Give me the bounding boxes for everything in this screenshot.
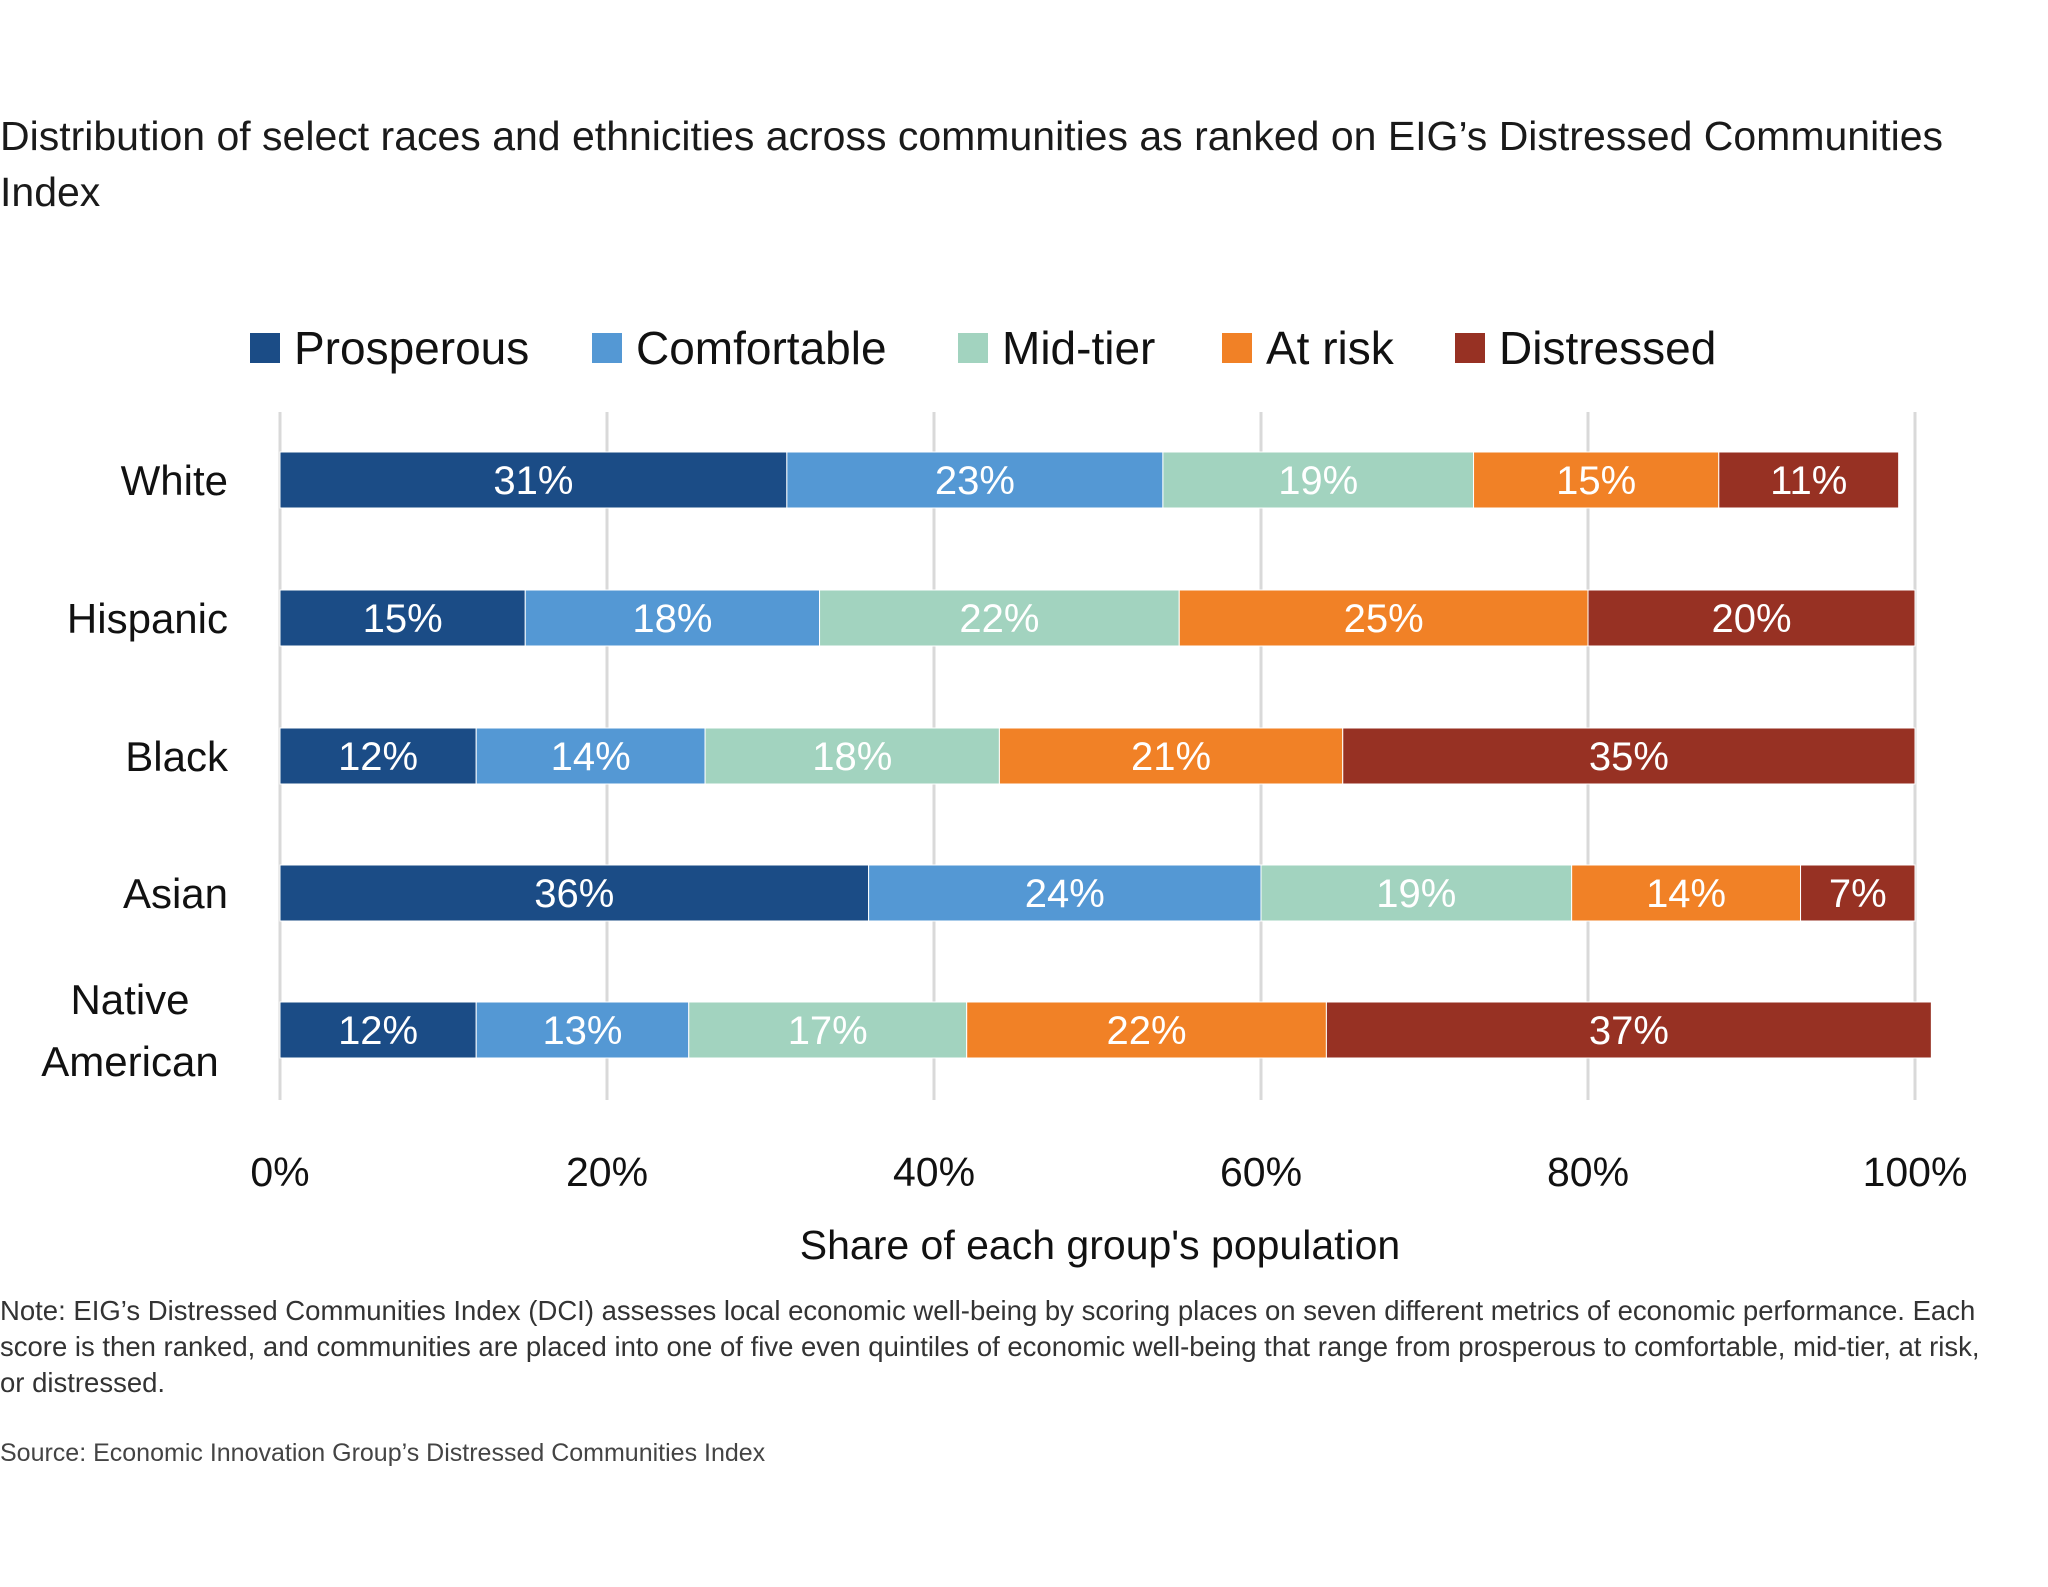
x-tick-label: 100%: [1863, 1149, 1968, 1195]
x-tick-labels: 0% 20% 40% 60% 80% 100%: [250, 1149, 1967, 1195]
bar-mid-tier-white: [1162, 451, 1475, 509]
x-tick-label: 20%: [566, 1149, 648, 1195]
bar-distressed-white: [1718, 451, 1900, 509]
data-label: 11%: [1770, 459, 1847, 503]
bar-at-risk-hispanic: [1178, 589, 1589, 647]
category-label: White: [121, 457, 228, 504]
data-label: 20%: [1711, 597, 1791, 641]
bar-prosperous-black: [279, 727, 477, 785]
data-label: 35%: [1589, 735, 1669, 779]
data-label: 31%: [493, 459, 573, 503]
bar-at-risk-black: [998, 727, 1344, 785]
x-tick-label: 80%: [1547, 1149, 1629, 1195]
data-label: 23%: [935, 459, 1015, 503]
data-labels: 31% 23% 19% 15% 11% 15% 18% 22% 25% 20% 12% 14% 18% 2…: [338, 459, 1887, 1053]
category-label: American: [41, 1038, 218, 1085]
bar-distressed-asian: [1800, 864, 1916, 922]
legend-label: Distressed: [1499, 322, 1716, 374]
data-label: 22%: [959, 597, 1039, 641]
bar-prosperous-hispanic: [279, 589, 526, 647]
chart-note: Note: EIG’s Distressed Communities Index…: [0, 1295, 1980, 1398]
chart-title: Distribution of select races and ethnici…: [0, 113, 1943, 215]
bar-distressed-native-american: [1325, 1001, 1932, 1059]
data-label: 37%: [1589, 1009, 1669, 1053]
legend-label: Mid-tier: [1002, 322, 1155, 374]
legend: Prosperous Comfortable Mid-tier At risk Dist…: [250, 322, 1716, 374]
x-tick-label: 0%: [250, 1149, 309, 1195]
data-label: 7%: [1829, 872, 1887, 916]
data-label: 24%: [1025, 872, 1105, 916]
bar-distressed-black: [1342, 727, 1916, 785]
legend-swatch-at-risk: [1222, 333, 1252, 363]
data-label: 12%: [338, 1009, 418, 1053]
x-tick-label: 40%: [893, 1149, 975, 1195]
data-label: 18%: [812, 735, 892, 779]
data-label: 12%: [338, 735, 418, 779]
bar-at-risk-asian: [1571, 864, 1802, 922]
bar-mid-tier-native-american: [688, 1001, 968, 1059]
data-label: 36%: [534, 872, 614, 916]
data-label: 17%: [788, 1009, 868, 1053]
stacked-bar-chart: 31% 23% 19% 15% 11% 15% 18% 22% 25% 20% 12% 14% 18% 2…: [41, 322, 1967, 1268]
legend-label: Comfortable: [636, 322, 887, 374]
category-labels: White Hispanic Black Asian Native American: [41, 457, 229, 1085]
legend-swatch-mid-tier: [958, 333, 988, 363]
bar-at-risk-native-american: [966, 1001, 1327, 1059]
category-label: Native: [70, 976, 189, 1023]
data-label: 14%: [1646, 872, 1726, 916]
data-label: 15%: [363, 597, 443, 641]
data-label: 25%: [1344, 597, 1424, 641]
bar-prosperous-white: [279, 451, 788, 509]
legend-label: At risk: [1266, 322, 1395, 374]
bar-mid-tier-hispanic: [819, 589, 1180, 647]
data-label: 19%: [1278, 459, 1358, 503]
legend-swatch-distressed: [1455, 333, 1485, 363]
legend-swatch-prosperous: [250, 333, 280, 363]
x-tick-label: 60%: [1220, 1149, 1302, 1195]
category-label: Asian: [123, 870, 228, 917]
bar-distressed-hispanic: [1587, 589, 1916, 647]
data-label: 13%: [542, 1009, 622, 1053]
bar-comfortable-native-american: [475, 1001, 690, 1059]
category-label: Hispanic: [67, 595, 228, 642]
bar-mid-tier-asian: [1260, 864, 1573, 922]
x-axis-label: Share of each group's population: [800, 1222, 1401, 1268]
data-label: 21%: [1131, 735, 1211, 779]
bar-mid-tier-black: [704, 727, 1000, 785]
bar-comfortable-asian: [868, 864, 1262, 922]
bar-comfortable-white: [786, 451, 1164, 509]
bar-comfortable-black: [475, 727, 706, 785]
data-label: 15%: [1556, 459, 1636, 503]
data-label: 14%: [551, 735, 631, 779]
bar-comfortable-hispanic: [524, 589, 821, 647]
bar-segments: [279, 451, 1932, 1059]
legend-swatch-comfortable: [592, 333, 622, 363]
bar-prosperous-native-american: [279, 1001, 477, 1059]
data-label: 19%: [1376, 872, 1456, 916]
bar-at-risk-white: [1473, 451, 1720, 509]
data-label: 18%: [632, 597, 712, 641]
category-label: Black: [125, 733, 229, 780]
chart-source: Source: Economic Innovation Group’s Dist…: [0, 1439, 766, 1467]
bar-prosperous-asian: [279, 864, 870, 922]
legend-label: Prosperous: [294, 322, 529, 374]
data-label: 22%: [1107, 1009, 1187, 1053]
